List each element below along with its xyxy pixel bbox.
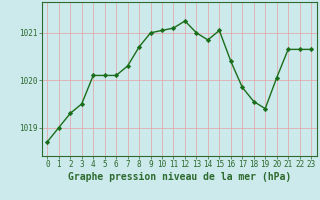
X-axis label: Graphe pression niveau de la mer (hPa): Graphe pression niveau de la mer (hPa) xyxy=(68,172,291,182)
